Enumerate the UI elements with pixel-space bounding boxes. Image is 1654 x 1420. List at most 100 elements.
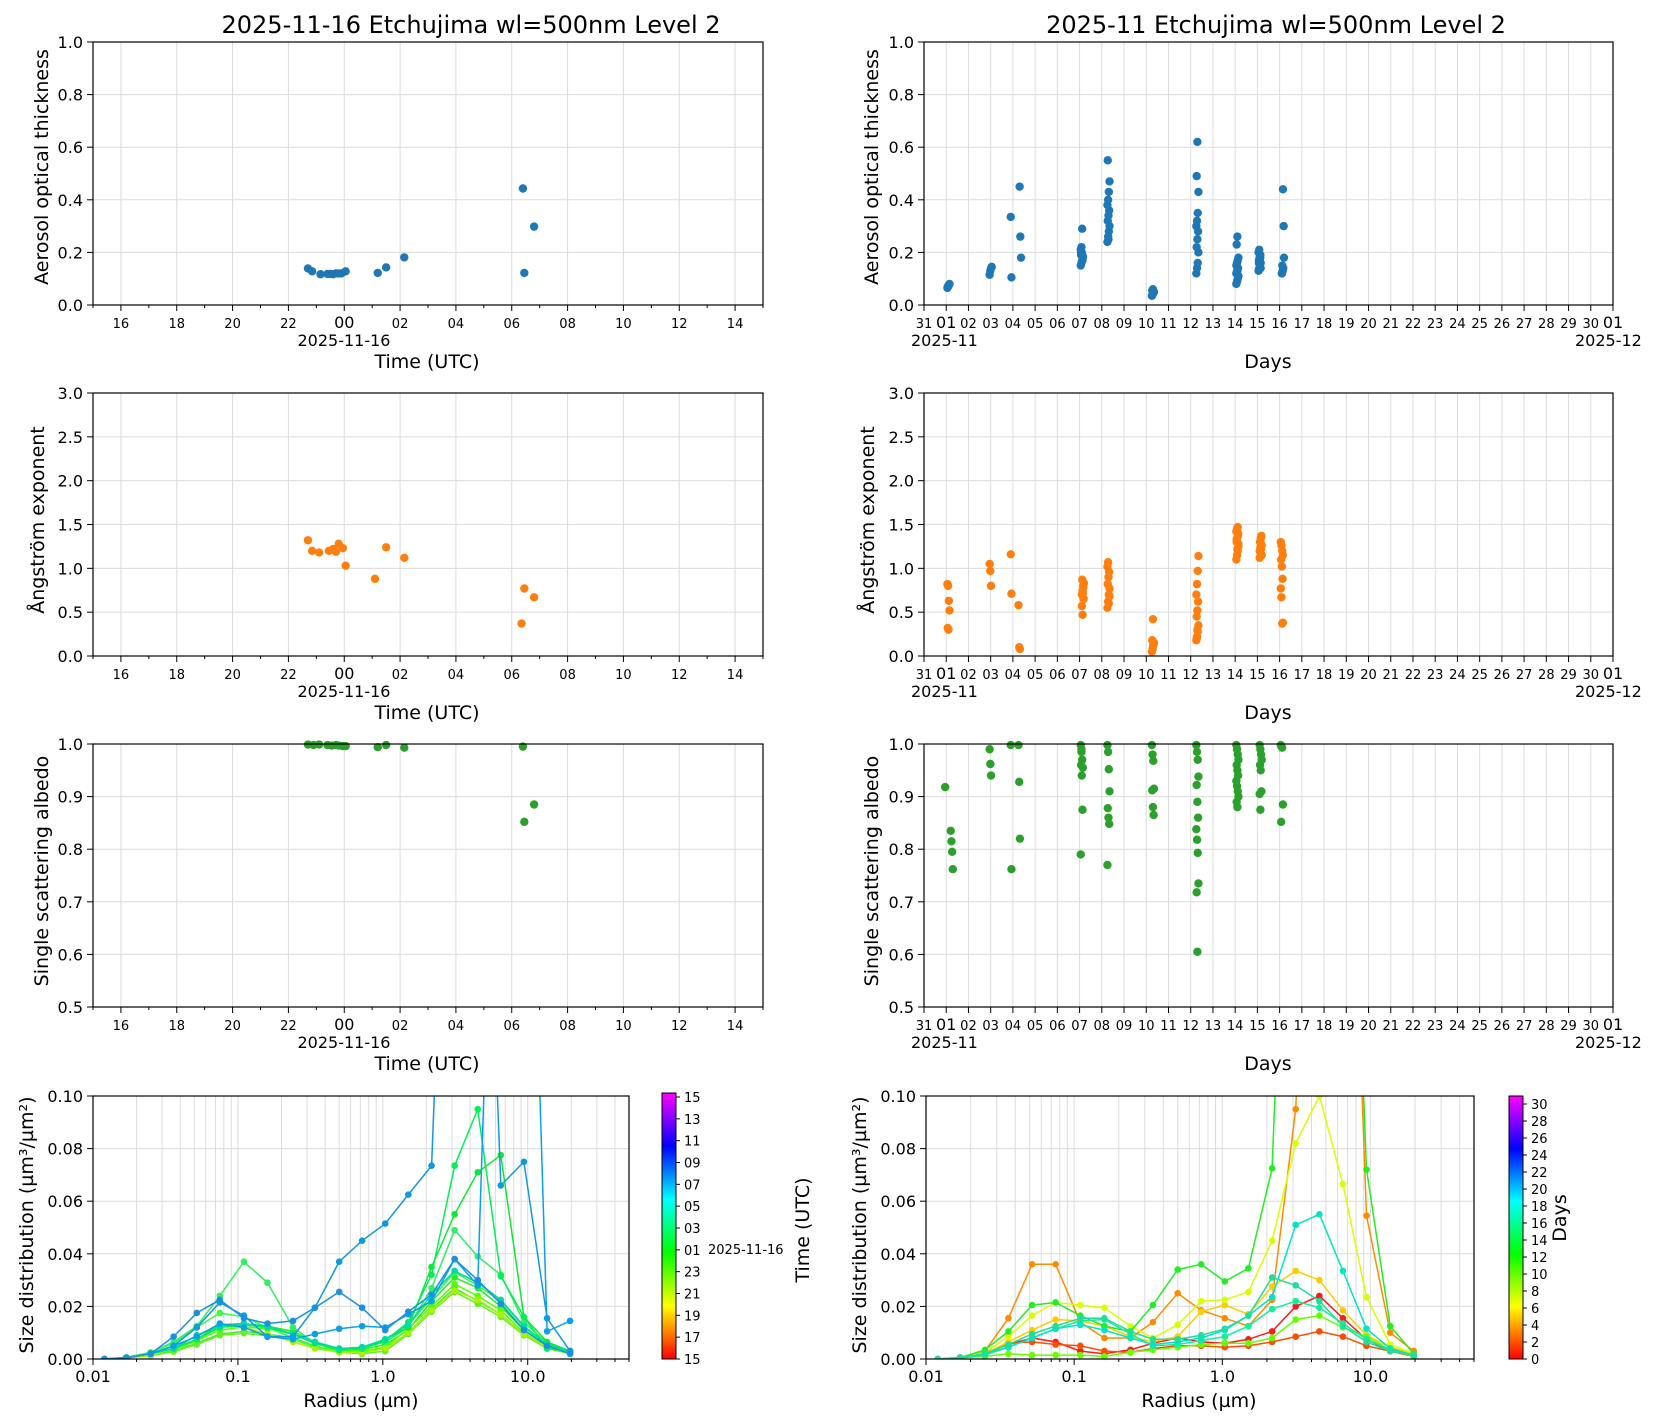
x-tick-label: 27 [1516,317,1533,332]
series-point [381,1220,389,1227]
series-point [1221,1278,1229,1285]
data-point [1103,747,1113,757]
colorbar-tick-label: 24 [1531,1149,1548,1164]
x-tick-label: 12 [1182,1019,1199,1034]
data-point [1193,235,1202,244]
x-tick-label: 22 [280,1019,297,1034]
data-point [520,584,529,593]
colorbar-bar [661,1092,677,1360]
x-tick-label: 25 [1471,668,1488,683]
series-point [1292,1297,1300,1305]
y-tick-label: 1.0 [889,735,914,754]
axes-frame [92,392,764,657]
data-point [985,559,994,569]
colorbar-tick-label: 26 [1531,1132,1548,1147]
x-tick-label: 02 [960,1019,977,1034]
series-point [311,1338,319,1346]
series-point [1174,1266,1182,1273]
series-point [451,1255,458,1263]
series-point [170,1333,177,1340]
x-tick-label: 02 [392,668,409,683]
y-tick-label: 0.6 [889,945,914,964]
data-point [1256,539,1266,548]
colorbar-tick-label: 22 [1531,1166,1548,1181]
x-tick-label: 01 [936,1015,956,1034]
series-point [1101,1326,1108,1334]
data-point [1015,644,1025,654]
data-point [1193,208,1202,218]
y-tick-label: 0.10 [47,1087,83,1106]
x-tick-label: 21 [1382,1019,1399,1034]
series-point [981,1350,989,1358]
series-point [1339,1180,1347,1188]
x-tick-label: 19 [1338,668,1355,683]
y-tick-label: 0.08 [47,1140,83,1159]
x-tick-label: 23 [1427,668,1444,683]
series-point [1268,1237,1276,1244]
series-point [497,1182,505,1189]
data-point [986,566,995,576]
x-tick-label: 07 [1071,668,1088,683]
data-point [1232,240,1241,249]
x-tick-label: 18 [168,317,185,332]
data-point [1192,634,1201,643]
series-point [1028,1261,1036,1268]
data-point [1076,248,1086,257]
x-tick-label: 10 [1138,1019,1155,1034]
series-point [497,1151,505,1159]
data-point [341,267,350,276]
series-point [1028,1301,1036,1309]
series-point [1076,1342,1084,1350]
x-tick-label: 05 [1027,317,1044,332]
axes-frame [92,1095,630,1360]
data-point [1256,805,1265,814]
data-point [314,548,324,557]
series-point [474,1282,482,1289]
series-point [1245,1322,1252,1330]
y-tick-label: 0.06 [880,1192,916,1211]
y-tick-label: 0.02 [880,1297,916,1316]
x-tick-label: 12 [671,317,688,332]
x-tick-label: 10 [1138,317,1155,332]
data-point [1148,802,1158,812]
data-point [943,581,953,591]
series-point [474,1296,482,1304]
data-point [1277,593,1286,602]
y-tick-label: 2.5 [58,428,83,447]
series-point [240,1329,248,1337]
data-point [1006,740,1015,750]
series-point [1052,1299,1059,1306]
aot-month-end: 2025-12 [1575,331,1642,350]
series-point [1292,1282,1300,1289]
y-tick-label: 0.5 [58,998,83,1017]
axes-frame [92,743,764,1008]
series-point [240,1258,248,1265]
x-tick-label: 08 [1094,317,1111,332]
axes-frame [923,41,1614,306]
data-point [1077,771,1087,780]
y-tick-label: 0.6 [58,945,83,964]
x-tick-label: 06 [1049,668,1066,683]
data-point [1103,579,1112,589]
series-point [1005,1341,1012,1348]
x-tick-label: 26 [1494,317,1511,332]
x-tick-label: 18 [1316,1019,1333,1034]
colorbar-left-label: Time (UTC) [792,1177,814,1283]
ssa-day-xlabel: Time (UTC) [373,1053,479,1075]
series-point [520,1313,528,1321]
x-tick-label: 01 [936,664,956,683]
x-tick-label: 14 [1227,1019,1244,1034]
x-tick-label: 10.0 [1353,1367,1389,1386]
data-point [1078,575,1087,584]
y-tick-label: 0.8 [58,86,83,105]
y-tick-label: 0.0 [58,647,83,666]
x-tick-label: 02 [392,317,409,332]
series-point [1221,1314,1229,1322]
ae-day-xlabel: Time (UTC) [373,702,479,724]
data-point [1103,195,1113,204]
colorbar-tick-label: 20 [1531,1183,1548,1198]
colorbar-tick-label: 2 [1531,1336,1539,1351]
colorbar-tick-label: 16 [1531,1217,1548,1232]
x-tick-label: 13 [1205,668,1222,683]
data-point [1276,584,1285,593]
